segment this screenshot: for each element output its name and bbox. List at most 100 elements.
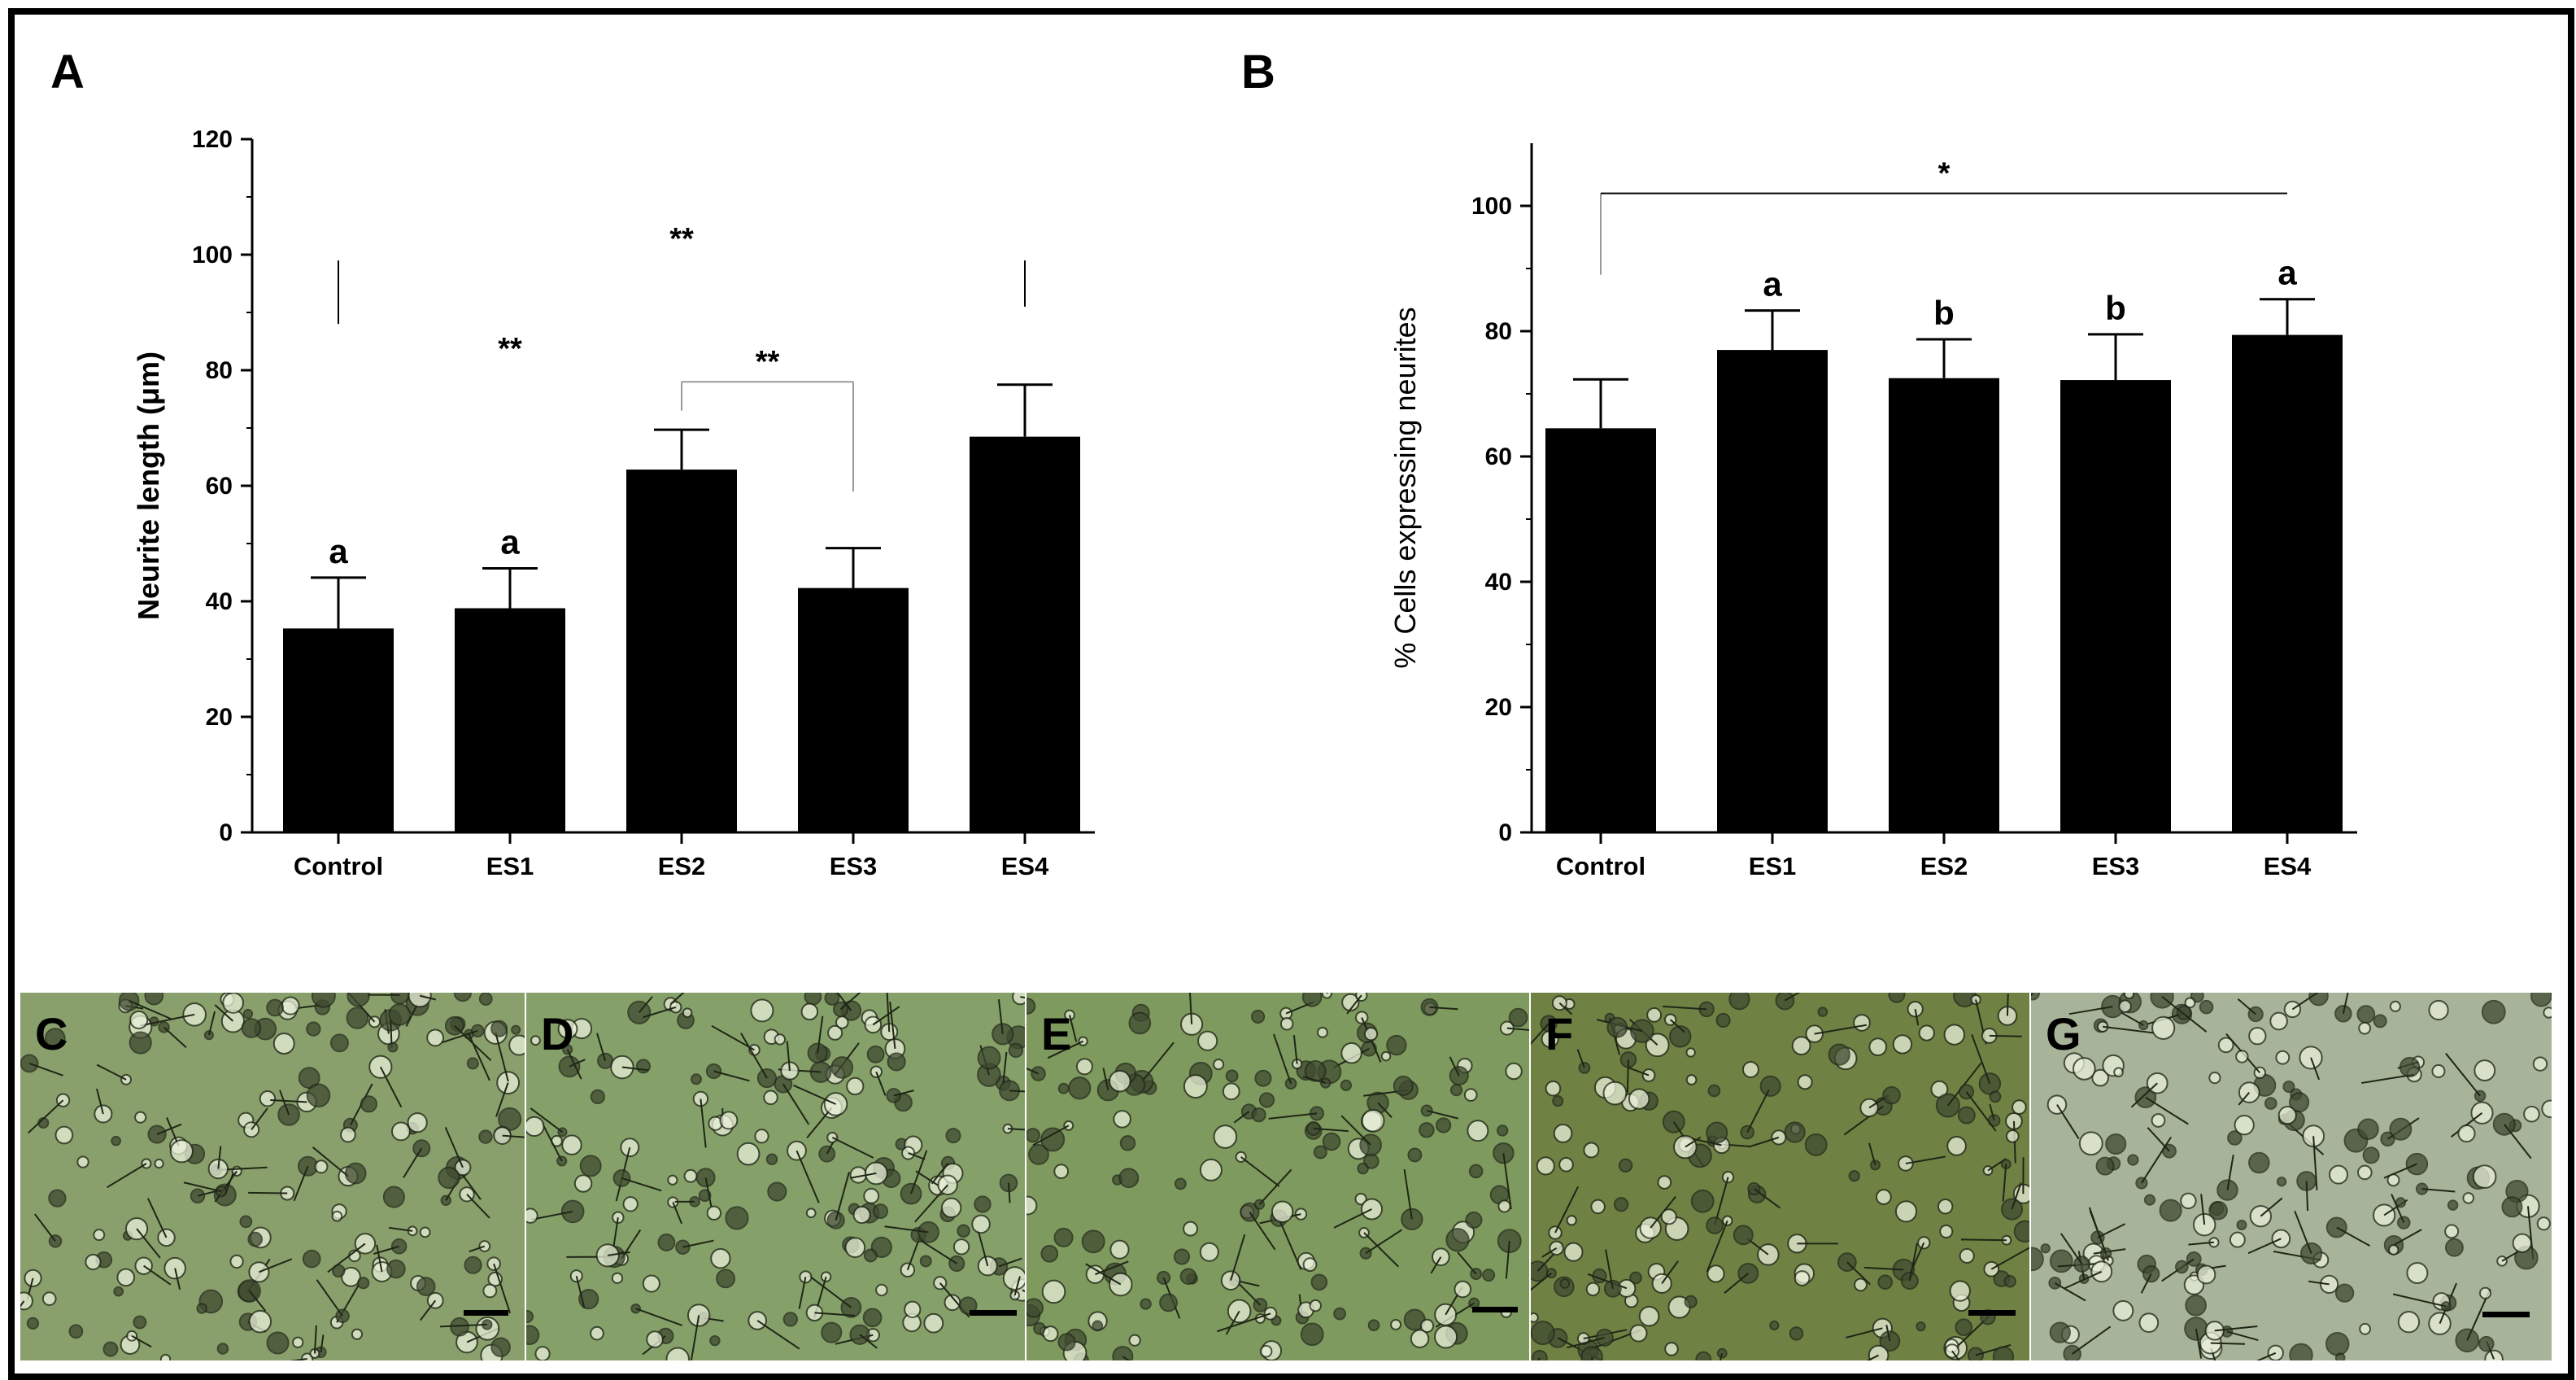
cell (870, 1065, 883, 1078)
neurite (2256, 1352, 2277, 1360)
cell (1401, 1208, 1423, 1231)
cell (642, 1274, 660, 1293)
bar (798, 587, 909, 832)
neurite (2237, 998, 2256, 1015)
neurite (2195, 1328, 2203, 1359)
neurite (2056, 1104, 2080, 1140)
cell (1341, 993, 1360, 1012)
cell (1583, 1142, 1600, 1159)
cell (830, 1056, 854, 1079)
cell (1553, 1124, 1573, 1143)
micrograph-g-label: G (2046, 1008, 2081, 1059)
cell (804, 993, 822, 1006)
neurite (1628, 1067, 1650, 1076)
y-tick-label: 0 (1498, 819, 1512, 846)
cell (1157, 1270, 1171, 1285)
cell (2397, 1311, 2421, 1334)
cell (266, 998, 284, 1017)
neurite (596, 1033, 607, 1062)
cell (1532, 1350, 1548, 1360)
cell (2478, 1335, 2495, 1352)
cell (1955, 1318, 1973, 1337)
neurite (908, 1152, 926, 1160)
cell (690, 1073, 702, 1085)
chart-b: B 0 20 40 60 80 100 % Cells expressing neurites… (1241, 46, 2357, 880)
cell (311, 993, 336, 1008)
neurite (373, 1245, 399, 1255)
cell (2389, 1000, 2401, 1013)
cell (2444, 1224, 2460, 1239)
cell (750, 998, 774, 1023)
cell (787, 1140, 807, 1161)
neurite (893, 1090, 914, 1097)
cell (490, 1020, 508, 1037)
cell (1009, 1290, 1020, 1301)
neurite (1662, 1005, 1707, 1011)
cell (1877, 1274, 1893, 1290)
bar (1717, 350, 1828, 833)
neurite (1233, 1111, 1250, 1124)
cell (2090, 1260, 2113, 1283)
micrograph-c-image (20, 993, 525, 1360)
cell (1363, 1027, 1379, 1042)
cell (1497, 1229, 1522, 1253)
cell (2138, 1312, 2160, 1334)
cell (2431, 1063, 2446, 1079)
x-tick-label: ES4 (1001, 852, 1049, 880)
neurite (1576, 1049, 1585, 1068)
cell (706, 1205, 722, 1221)
cell (1497, 1199, 1511, 1213)
neurite (1706, 1220, 1728, 1273)
cell (971, 1214, 991, 1234)
cell (1128, 1011, 1152, 1035)
cell (2118, 999, 2132, 1014)
bar (1545, 428, 1656, 832)
cell (45, 1028, 66, 1049)
cell (102, 1341, 119, 1357)
cell (2492, 1112, 2516, 1136)
cell (2135, 1177, 2148, 1190)
cell (1380, 1050, 1392, 1062)
cell (2012, 1099, 2027, 1116)
cell (1465, 1211, 1483, 1229)
neurite (1541, 1247, 1558, 1258)
cell (1002, 1266, 1025, 1291)
group-letter: a (2277, 254, 2297, 292)
neurite (2393, 1229, 2422, 1247)
cell (1112, 1346, 1134, 1360)
cell (1301, 993, 1323, 1007)
micrograph-g-image (2031, 993, 2552, 1360)
neurite (2089, 1210, 2107, 1254)
neurite (2064, 1270, 2103, 1290)
cell (306, 1021, 321, 1037)
cell (48, 1189, 67, 1208)
cell (2406, 1262, 2429, 1285)
cell (1321, 993, 1332, 999)
neurite (713, 1070, 750, 1082)
cell (2049, 1249, 2073, 1273)
cell (1454, 1280, 1472, 1299)
cell (1559, 1278, 1571, 1289)
cell (561, 1134, 582, 1155)
neurite (248, 1191, 288, 1194)
cell (1939, 1224, 1954, 1239)
cell (952, 1238, 970, 1256)
cell (1467, 1120, 1489, 1142)
cell (2217, 1037, 2234, 1054)
neurite (96, 1088, 104, 1115)
panel-label: A (50, 46, 85, 98)
cell (826, 1131, 839, 1144)
neurite (327, 1242, 366, 1273)
cell (2031, 993, 2040, 1001)
cell (958, 1296, 978, 1315)
cell (1706, 1264, 1725, 1283)
cell (292, 1336, 304, 1349)
cell (957, 1224, 970, 1238)
cell (948, 1255, 965, 1272)
cell (2328, 1164, 2348, 1185)
cell (657, 1233, 676, 1251)
cell (1578, 1061, 1591, 1074)
cell (1493, 1142, 1515, 1164)
cell (1026, 1128, 1040, 1143)
neurite (1292, 1035, 1298, 1064)
